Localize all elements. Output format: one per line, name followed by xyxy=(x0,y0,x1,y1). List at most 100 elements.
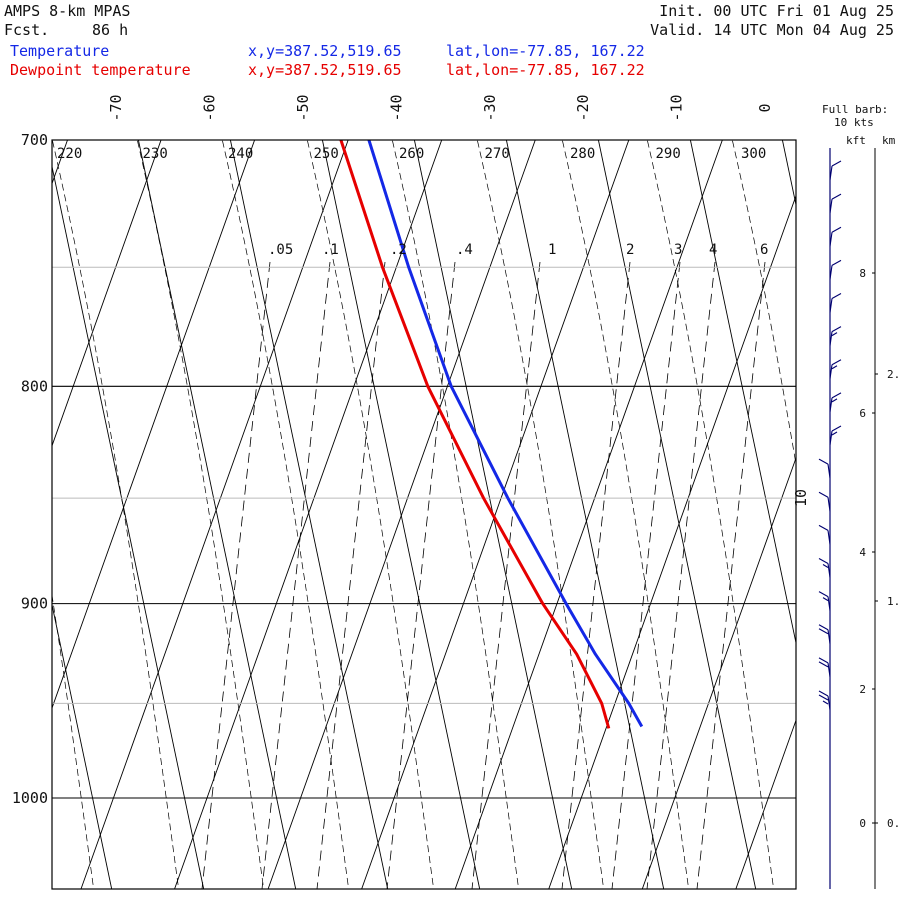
isentrope-label: 260 xyxy=(399,146,424,162)
kft-tick-label: 2 xyxy=(859,683,866,696)
barb-half-flag xyxy=(831,398,838,403)
wind-barb xyxy=(818,690,831,711)
km-tick-label: 0. xyxy=(887,817,900,830)
barb-staff xyxy=(827,497,831,512)
profile-series xyxy=(339,139,644,729)
barb-staff xyxy=(827,695,831,711)
barb-flag xyxy=(831,226,842,233)
barb-staff xyxy=(827,629,831,644)
mixing-ratio-line xyxy=(201,261,271,889)
mixing-ratio-line xyxy=(261,261,331,889)
moist-adiabat-line xyxy=(221,140,349,889)
full-barb-value: 10 kts xyxy=(834,116,874,129)
kft-tick-label: 0 xyxy=(859,817,866,830)
temperature-tick-label: -70 xyxy=(107,94,125,121)
barb-staff xyxy=(829,397,833,412)
wind-barb xyxy=(829,392,842,412)
pressure-tick-label: 1000 xyxy=(12,789,48,807)
barb-staff xyxy=(829,232,833,247)
dry-adiabat-line xyxy=(52,164,205,889)
moist-adiabat-line xyxy=(306,140,434,889)
km-tick-label: 2. xyxy=(887,368,900,381)
mixing-ratio-label: 2 xyxy=(626,242,634,258)
barb-staff xyxy=(827,563,831,578)
model-title: AMPS 8-km MPAS xyxy=(4,2,131,20)
wind-barb xyxy=(818,524,831,545)
barb-flag xyxy=(818,694,829,701)
barb-flag xyxy=(831,160,842,167)
barb-flag xyxy=(831,326,842,333)
mixing-ratio-label: 4 xyxy=(709,242,717,258)
km-label: km xyxy=(882,134,896,147)
mixing-ratio-line xyxy=(471,261,541,889)
moist-adiabat-line xyxy=(561,140,689,889)
moist-adiabat-line xyxy=(646,140,774,889)
barb-flag xyxy=(831,293,842,299)
barb-flag xyxy=(818,624,829,631)
isotherm-line xyxy=(80,140,349,889)
forecast-label: Fcst. xyxy=(4,21,50,39)
kft-tick-label: 4 xyxy=(859,546,866,559)
temperature-tick-label: -50 xyxy=(294,94,312,121)
isotherm-line xyxy=(361,140,630,889)
isotherm-line xyxy=(52,140,256,710)
wind-barb xyxy=(829,193,842,214)
legend-dewpoint-latlon: lat,lon=-77.85, 167.22 xyxy=(446,61,645,79)
mixing-ratio-label: 1 xyxy=(548,242,556,258)
mixing-ratio-label: 3 xyxy=(674,242,682,258)
legend-temperature-latlon: lat,lon=-77.85, 167.22 xyxy=(446,42,645,60)
barb-staff xyxy=(829,165,833,181)
barb-flag xyxy=(831,425,842,432)
isotherm-line xyxy=(641,456,796,889)
dry-adiabat-line xyxy=(689,140,796,646)
isotherm-line xyxy=(52,140,68,185)
barb-flag xyxy=(831,193,842,200)
wind-panel: Full barb:10 kts kft km 8 6 4 2 0 2. 1. 0. xyxy=(818,103,900,889)
wind-barb xyxy=(829,226,842,247)
side-label: 10 xyxy=(792,489,810,507)
dry-adiabat-line xyxy=(0,100,20,889)
temperature-tick-label: -30 xyxy=(481,94,499,121)
moist-adiabat-line xyxy=(52,140,179,889)
temperature-tick-label: -60 xyxy=(201,94,219,121)
barb-half-flag xyxy=(831,365,838,370)
temperature-tick-label: 0 xyxy=(756,103,774,112)
pressure-tick-label: 700 xyxy=(21,131,48,149)
mixing-ratio-line xyxy=(696,261,766,889)
forecast-hours: 86 h xyxy=(92,21,129,39)
temperature-tick-label: -10 xyxy=(668,94,686,121)
moist-adiabat-line xyxy=(815,130,900,899)
full-barb-label: Full barb: xyxy=(822,103,888,116)
wind-barb xyxy=(829,326,842,346)
isotherm-line xyxy=(829,140,900,889)
moist-adiabat-line xyxy=(476,140,604,889)
isotherm-line xyxy=(548,194,796,889)
moist-adiabat-line xyxy=(52,592,94,889)
temperature-line xyxy=(367,139,644,728)
wind-barb xyxy=(829,259,842,280)
barb-flag xyxy=(818,558,829,564)
barb-flag xyxy=(818,690,829,697)
wind-barb xyxy=(829,359,842,379)
moist-adiabat-line xyxy=(136,140,264,889)
barb-staff xyxy=(829,265,833,280)
barb-staff xyxy=(827,530,831,545)
isentrope-label: 250 xyxy=(314,146,339,162)
barb-flag xyxy=(818,657,829,664)
barb-flag xyxy=(831,359,842,366)
barb-flag xyxy=(818,458,829,465)
mixing-ratio-label: .05 xyxy=(268,242,293,258)
mixing-ratio-line xyxy=(646,261,716,889)
dewpoint-line xyxy=(339,139,611,729)
wind-barb xyxy=(818,558,831,578)
mixing-ratio-label: .1 xyxy=(322,242,339,258)
mixing-ratio-label: .2 xyxy=(390,242,407,258)
legend-dewpoint-xy: x,y=387.52,519.65 xyxy=(248,61,402,79)
pressure-tick-label: 800 xyxy=(21,377,48,395)
wind-barb xyxy=(829,425,842,446)
mixing-ratio-label: 6 xyxy=(760,242,768,258)
wind-barb xyxy=(829,160,842,181)
pressure-tick-label: 900 xyxy=(21,595,48,613)
moist-adiabat-line xyxy=(731,140,796,467)
